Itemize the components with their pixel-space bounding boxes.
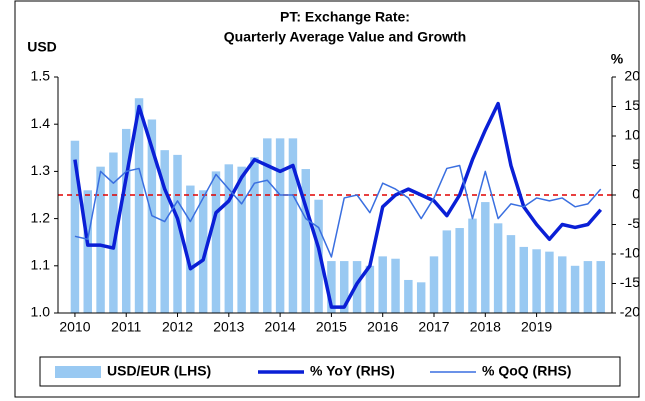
y2-tick-label: 20 <box>624 68 640 84</box>
y2-tick-label: -15 <box>620 274 640 290</box>
y2-tick-label: 10 <box>624 127 640 143</box>
y2-tick-label: 15 <box>624 97 640 113</box>
bar <box>109 152 118 313</box>
bar <box>198 190 208 313</box>
x-tick-label: 2010 <box>59 319 90 335</box>
bar <box>416 282 426 313</box>
bar <box>455 228 464 313</box>
bar <box>596 261 605 313</box>
bar <box>96 166 105 313</box>
bar <box>429 256 439 313</box>
x-tick-label: 2011 <box>111 319 141 335</box>
bar <box>275 138 285 313</box>
x-tick-label: 2014 <box>265 319 296 335</box>
x-tick-label: 2016 <box>367 319 398 335</box>
bar <box>583 261 593 313</box>
bar <box>134 98 144 314</box>
chart-title: PT: Exchange Rate: <box>280 9 410 25</box>
bar <box>224 164 234 313</box>
x-tick-label: 2019 <box>521 319 552 335</box>
bar <box>340 261 349 313</box>
bar <box>570 265 580 313</box>
legend-label: % YoY (RHS) <box>310 363 395 379</box>
y2-tick-label: -20 <box>620 304 640 320</box>
x-tick-label: 2012 <box>162 319 193 335</box>
chart-subtitle: Quarterly Average Value and Growth <box>224 29 466 45</box>
y2-tick-label: -5 <box>628 215 641 231</box>
bar <box>506 235 516 313</box>
bar <box>211 171 221 313</box>
y-tick-label: 1.4 <box>31 115 51 131</box>
bar <box>545 251 554 313</box>
bar <box>493 223 503 313</box>
bar <box>237 166 246 313</box>
bar <box>263 138 272 313</box>
y2-tick-label: 5 <box>632 156 640 172</box>
bar <box>70 140 80 313</box>
chart-border <box>14 0 640 398</box>
y-tick-label: 1.5 <box>31 68 51 84</box>
x-tick-label: 2013 <box>213 319 244 335</box>
bar <box>532 249 541 313</box>
bar <box>288 138 298 313</box>
bar <box>391 258 400 313</box>
y2-tick-label: 0 <box>632 186 640 202</box>
x-tick-label: 2015 <box>316 319 347 335</box>
x-tick-label: 2018 <box>470 319 501 335</box>
bar <box>365 265 375 313</box>
y2-axis-label: % <box>611 51 624 67</box>
bar <box>121 128 131 313</box>
legend-box <box>39 356 621 387</box>
bar <box>327 261 336 313</box>
y2-tick-label: -10 <box>620 245 640 261</box>
y-tick-label: 1.1 <box>31 257 51 273</box>
legend-label: % QoQ (RHS) <box>482 363 571 379</box>
bar <box>301 169 310 313</box>
bar <box>186 185 195 313</box>
line-series <box>74 164 602 258</box>
legend-label: USD/EUR (LHS) <box>107 363 211 379</box>
bar <box>404 279 413 313</box>
bar <box>160 150 169 313</box>
bar <box>83 190 92 313</box>
bar <box>250 157 259 313</box>
y-tick-label: 1.0 <box>31 304 51 320</box>
y-tick-label: 1.2 <box>31 209 51 225</box>
bar <box>558 256 567 313</box>
bar <box>468 218 477 313</box>
legend-swatch <box>55 366 101 378</box>
bar <box>378 256 387 313</box>
y-tick-label: 1.3 <box>31 162 51 178</box>
bar <box>481 202 490 313</box>
x-tick-label: 2017 <box>418 319 449 335</box>
y-axis-label: USD <box>27 39 57 55</box>
line-series <box>73 101 603 309</box>
bar <box>442 230 452 313</box>
bar <box>519 246 529 313</box>
bar <box>173 154 182 313</box>
bar <box>314 199 323 313</box>
